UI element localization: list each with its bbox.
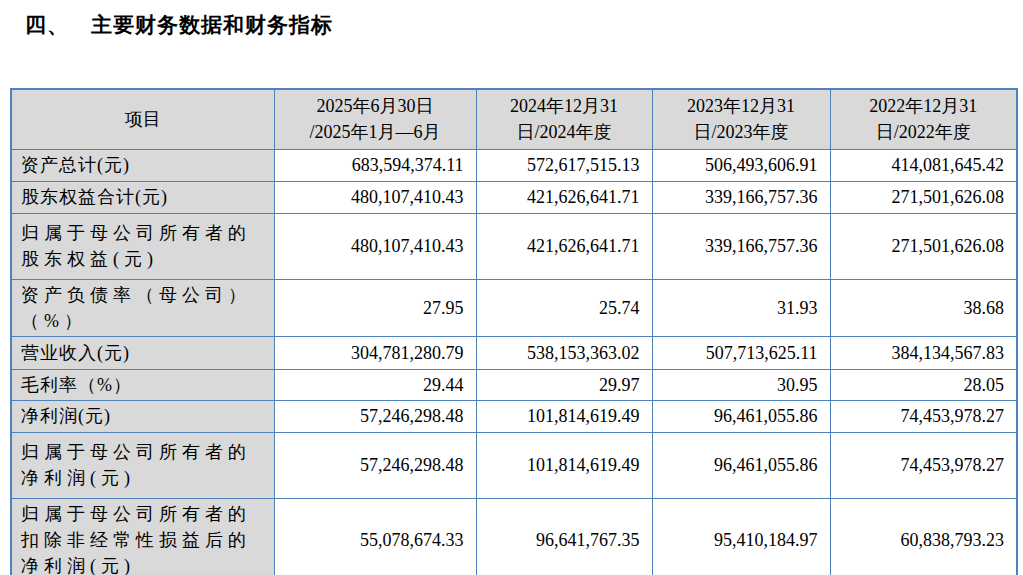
row-label: 股东权益合计(元) [11, 181, 274, 213]
cell-value: 55,078,674.33 [274, 498, 476, 575]
table-row-total-equity: 股东权益合计(元) 480,107,410.43 421,626,641.71 … [11, 181, 1017, 213]
cell-value: 95,410,184.97 [652, 498, 830, 575]
header-period-2024: 2024年12月31日/2024年度 [476, 89, 652, 149]
cell-value: 57,246,298.48 [274, 432, 476, 498]
cell-value: 384,134,567.83 [830, 336, 1017, 369]
table-row-parent-equity: 归属于母公司所有者的股东权益(元) 480,107,410.43 421,626… [11, 213, 1017, 279]
table-row-parent-net-profit-excl-nonrecurring: 归属于母公司所有者的扣除非经常性损益后的净利润(元) 55,078,674.33… [11, 498, 1017, 575]
header-period-2022: 2022年12月31日/2022年度 [830, 89, 1017, 149]
cell-value: 25.74 [476, 279, 652, 336]
row-label: 资产负债率（母公司）（%） [11, 279, 274, 336]
cell-value: 339,166,757.36 [652, 213, 830, 279]
header-item: 项目 [11, 89, 274, 149]
cell-value: 480,107,410.43 [274, 181, 476, 213]
cell-value: 27.95 [274, 279, 476, 336]
row-label: 归属于母公司所有者的扣除非经常性损益后的净利润(元) [11, 498, 274, 575]
cell-value: 101,814,619.49 [476, 400, 652, 432]
cell-value: 101,814,619.49 [476, 432, 652, 498]
table-header-row: 项目 2025年6月30日/2025年1月—6月 2024年12月31日/202… [11, 89, 1017, 149]
cell-value: 271,501,626.08 [830, 181, 1017, 213]
cell-value: 30.95 [652, 369, 830, 400]
cell-value: 538,153,363.02 [476, 336, 652, 369]
table-row-net-profit: 净利润(元) 57,246,298.48 101,814,619.49 96,4… [11, 400, 1017, 432]
row-label: 归属于母公司所有者的净利润(元) [11, 432, 274, 498]
cell-value: 96,461,055.86 [652, 432, 830, 498]
cell-value: 271,501,626.08 [830, 213, 1017, 279]
table-row-gross-margin: 毛利率（%） 29.44 29.97 30.95 28.05 [11, 369, 1017, 400]
table-row-parent-net-profit: 归属于母公司所有者的净利润(元) 57,246,298.48 101,814,6… [11, 432, 1017, 498]
cell-value: 74,453,978.27 [830, 432, 1017, 498]
cell-value: 339,166,757.36 [652, 181, 830, 213]
table-row-debt-ratio: 资产负债率（母公司）（%） 27.95 25.74 31.93 38.68 [11, 279, 1017, 336]
header-period-2025: 2025年6月30日/2025年1月—6月 [274, 89, 476, 149]
cell-value: 507,713,625.11 [652, 336, 830, 369]
cell-value: 74,453,978.27 [830, 400, 1017, 432]
cell-value: 683,594,374.11 [274, 149, 476, 181]
cell-value: 96,641,767.35 [476, 498, 652, 575]
cell-value: 28.05 [830, 369, 1017, 400]
cell-value: 304,781,280.79 [274, 336, 476, 369]
cell-value: 29.97 [476, 369, 652, 400]
cell-value: 421,626,641.71 [476, 181, 652, 213]
section-number: 四、 [25, 13, 69, 37]
row-label: 资产总计(元) [11, 149, 274, 181]
page-title: 四、主要财务数据和财务指标 [25, 11, 333, 39]
cell-value: 572,617,515.13 [476, 149, 652, 181]
cell-value: 421,626,641.71 [476, 213, 652, 279]
row-label: 归属于母公司所有者的股东权益(元) [11, 213, 274, 279]
cell-value: 29.44 [274, 369, 476, 400]
table-row-operating-revenue: 营业收入(元) 304,781,280.79 538,153,363.02 50… [11, 336, 1017, 369]
table-row-total-assets: 资产总计(元) 683,594,374.11 572,617,515.13 50… [11, 149, 1017, 181]
cell-value: 38.68 [830, 279, 1017, 336]
cell-value: 480,107,410.43 [274, 213, 476, 279]
cell-value: 506,493,606.91 [652, 149, 830, 181]
row-label: 毛利率（%） [11, 369, 274, 400]
cell-value: 414,081,645.42 [830, 149, 1017, 181]
cell-value: 57,246,298.48 [274, 400, 476, 432]
cell-value: 31.93 [652, 279, 830, 336]
row-label: 营业收入(元) [11, 336, 274, 369]
cell-value: 96,461,055.86 [652, 400, 830, 432]
section-title-text: 主要财务数据和财务指标 [91, 13, 333, 37]
header-period-2023: 2023年12月31日/2023年度 [652, 89, 830, 149]
cell-value: 60,838,793.23 [830, 498, 1017, 575]
financial-data-table: 项目 2025年6月30日/2025年1月—6月 2024年12月31日/202… [10, 88, 1018, 575]
row-label: 净利润(元) [11, 400, 274, 432]
